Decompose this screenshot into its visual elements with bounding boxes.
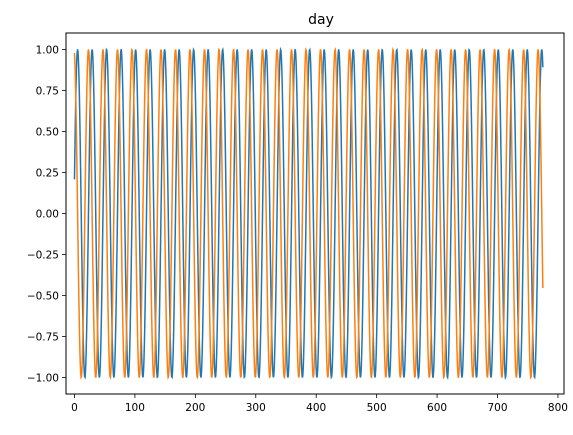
series-layer (73, 46, 544, 381)
x-tick-label: 200 (185, 402, 205, 414)
y-tick-label: 0.00 (36, 209, 59, 221)
y-tick-label: −0.75 (27, 332, 59, 344)
series-line-0 (73, 46, 544, 381)
y-axis: 1.00 0.75 0.50 0.25 0.00 −0.25 −0.50 −0.75 −1.00 (27, 44, 66, 385)
series-line-1 (73, 46, 544, 381)
x-tick-label: 500 (367, 402, 387, 414)
chart-title: day (308, 12, 334, 28)
y-tick-label: 0.25 (36, 167, 59, 179)
x-tick-label: 700 (487, 402, 507, 414)
x-tick-label: 100 (125, 402, 145, 414)
x-tick-label: 400 (306, 402, 326, 414)
x-tick-label: 0 (71, 402, 78, 414)
x-tick-label: 300 (246, 402, 266, 414)
y-tick-label: 0.50 (36, 126, 59, 138)
y-tick-label: −1.00 (27, 373, 59, 385)
x-axis: 0 100 200 300 400 500 600 700 800 (71, 394, 568, 414)
x-tick-label: 600 (427, 402, 447, 414)
y-tick-label: −0.50 (27, 291, 59, 303)
y-tick-label: 1.00 (36, 44, 59, 56)
y-tick-label: −0.25 (27, 250, 59, 262)
y-tick-label: 0.75 (36, 85, 59, 97)
x-tick-label: 800 (548, 402, 568, 414)
